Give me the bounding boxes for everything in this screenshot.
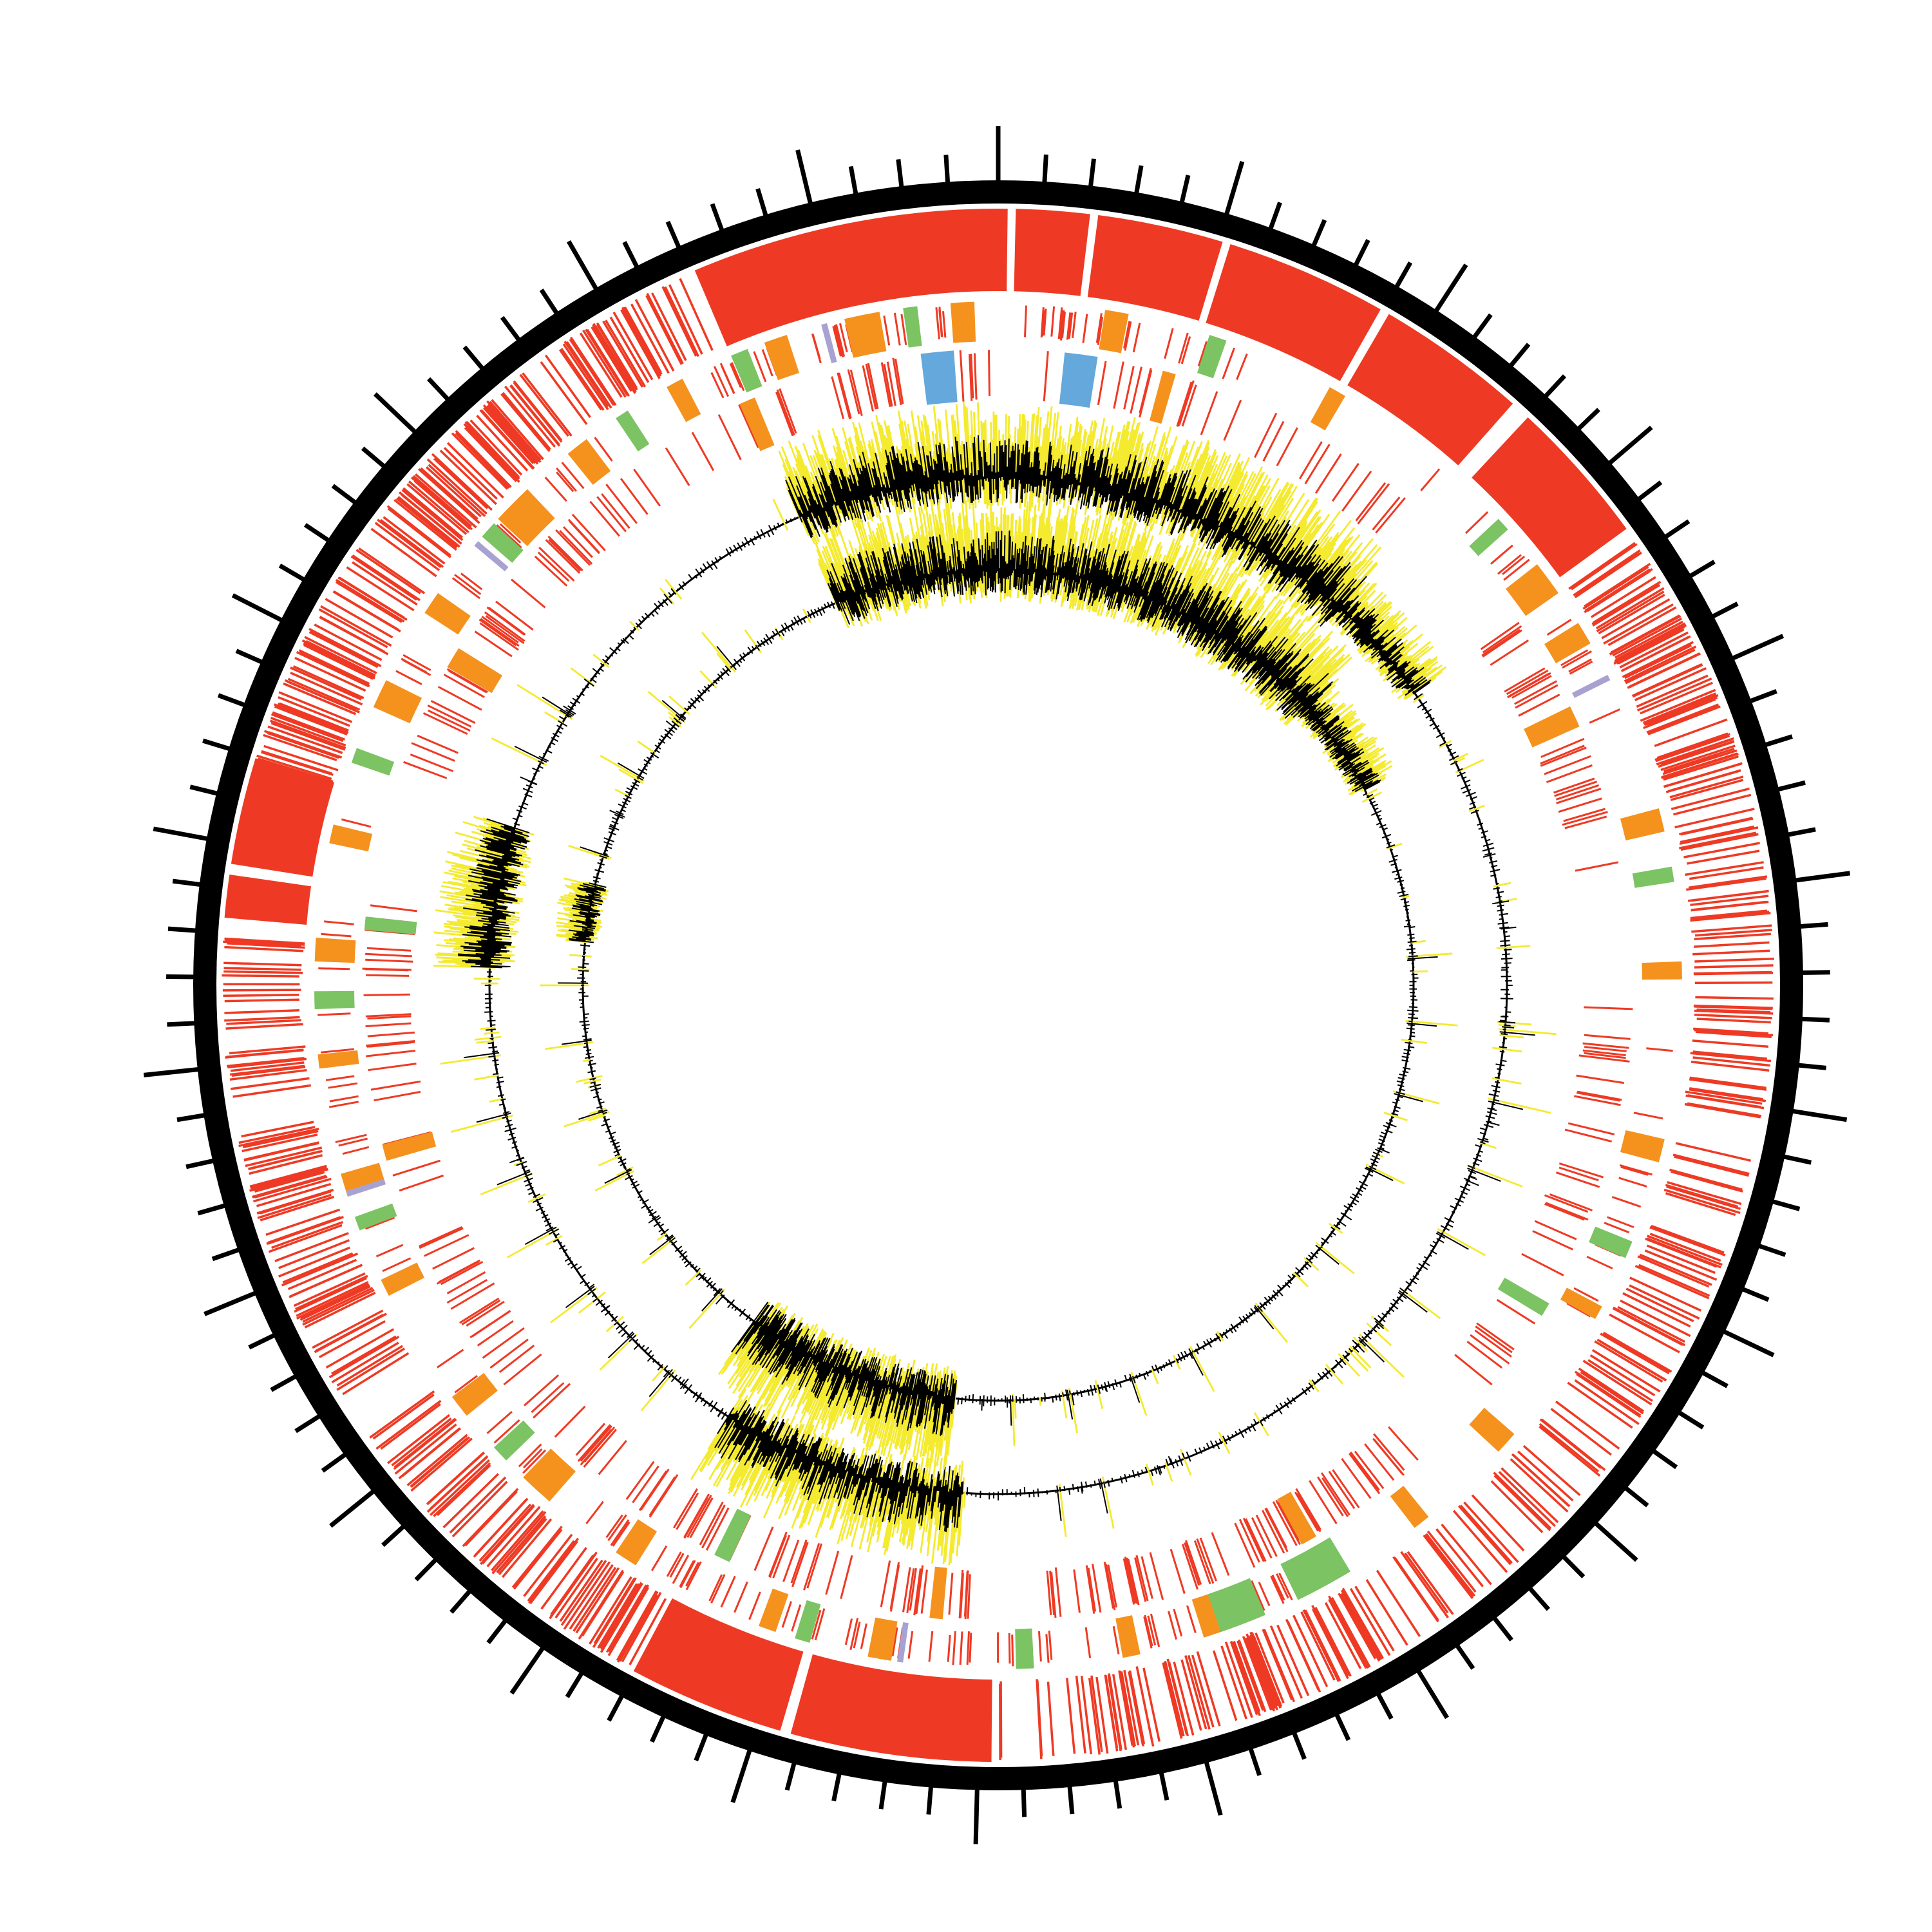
circular-genome-figure xyxy=(143,126,1851,1844)
genome-plot xyxy=(143,126,1851,1844)
